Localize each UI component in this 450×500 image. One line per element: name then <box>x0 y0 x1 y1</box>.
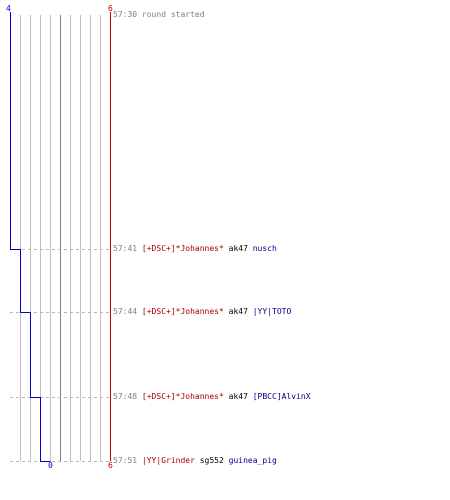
event-time: 57:41 <box>113 244 138 253</box>
event-row-kill: 57:48 [+DSC+]*Johannes* ak47 [PBCC]Alvin… <box>113 392 311 402</box>
weapon-name: ak47 <box>228 392 248 401</box>
event-row-kill: 57:41 [+DSC+]*Johannes* ak47 nusch <box>113 244 277 254</box>
victim-name: |YY|TOTO <box>252 307 292 316</box>
event-time: 57:44 <box>113 307 138 316</box>
left-team-step-line <box>10 12 51 462</box>
event-row-round-start: 57:30 round started <box>113 10 205 20</box>
killer-name: [+DSC+]*Johannes* <box>141 307 224 316</box>
victim-name: [PBCC]AlvinX <box>252 392 311 401</box>
event-time: 57:51 <box>113 456 138 465</box>
weapon-name: sg552 <box>199 456 224 465</box>
right-team-count-label: 6 <box>108 4 113 13</box>
event-row-kill: 57:44 [+DSC+]*Johannes* ak47 |YY|TOTO <box>113 307 291 317</box>
weapon-name: ak47 <box>228 244 248 253</box>
victim-name: nusch <box>252 244 277 253</box>
left-team-final-label: 0 <box>48 461 53 470</box>
event-time: 57:30 <box>113 10 138 19</box>
victim-name: guinea_pig <box>228 456 277 465</box>
event-time: 57:48 <box>113 392 138 401</box>
killer-name: [+DSC+]*Johannes* <box>141 244 224 253</box>
event-row-kill: 57:51 |YY|Grinder sg552 guinea_pig <box>113 456 277 466</box>
killer-name: |YY|Grinder <box>141 456 195 465</box>
event-message: round started <box>141 10 205 19</box>
right-team-final-label: 6 <box>108 461 113 470</box>
weapon-name: ak47 <box>228 307 248 316</box>
left-team-count-label: 4 <box>6 4 11 13</box>
killer-name: [+DSC+]*Johannes* <box>141 392 224 401</box>
